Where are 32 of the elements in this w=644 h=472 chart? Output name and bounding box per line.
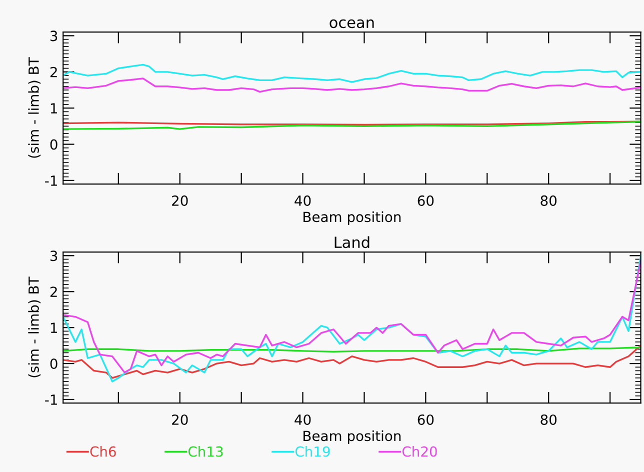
y-tick-label: 1 (50, 322, 57, 333)
y-tick-label: 0 (50, 139, 58, 150)
y-tick-label: 2 (50, 66, 57, 78)
x-tick-label: 20 (172, 195, 188, 206)
y-axis-title: (sim - limb) BT (28, 57, 41, 158)
x-tick-label: 80 (540, 195, 557, 206)
legend-label: Ch20 (402, 446, 437, 457)
x-tick-label: 40 (294, 195, 311, 206)
y-tick-label: 3 (50, 250, 58, 262)
y-tick-label: -1 (45, 394, 57, 405)
line-series (63, 121, 641, 130)
x-axis-title: Beam position (304, 211, 401, 225)
line-series (63, 78, 641, 93)
legend-label: Ch13 (188, 446, 223, 457)
x-tick-label: 40 (294, 414, 311, 425)
y-tick-label: -1 (45, 176, 57, 186)
y-tick-label: 0 (50, 358, 58, 370)
legend-label: Ch6 (90, 446, 116, 457)
x-tick-label: 60 (418, 195, 434, 206)
y-tick-label: 3 (50, 30, 58, 42)
line-series (63, 64, 641, 83)
chart-title: ocean (330, 19, 374, 28)
line-series (63, 344, 641, 379)
y-tick-label: 1 (50, 103, 57, 114)
x-tick-label: 20 (172, 414, 188, 425)
x-tick-label: 60 (418, 414, 434, 425)
y-axis-title: (sim - limb) BT (28, 276, 41, 378)
chart-title: Land (334, 236, 370, 248)
x-tick-label: 80 (540, 414, 557, 425)
y-tick-label: 2 (50, 286, 57, 297)
x-axis-title: Beam position (304, 430, 401, 444)
legend-label: Ch19 (295, 446, 330, 457)
